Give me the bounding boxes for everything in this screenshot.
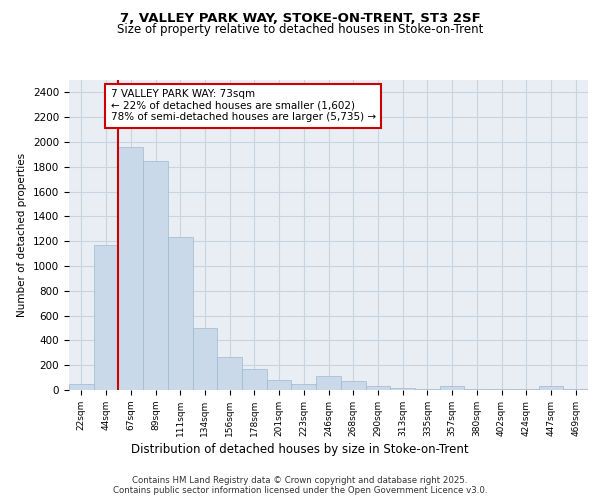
Bar — [539, 386, 563, 390]
Bar — [118, 147, 143, 390]
Bar — [440, 386, 464, 390]
Bar — [94, 245, 118, 390]
Bar — [316, 376, 341, 390]
Bar — [341, 382, 365, 390]
Bar — [69, 384, 94, 390]
Bar — [464, 389, 489, 390]
Bar — [390, 388, 415, 390]
Text: Distribution of detached houses by size in Stoke-on-Trent: Distribution of detached houses by size … — [131, 442, 469, 456]
Bar — [365, 386, 390, 390]
Bar — [168, 238, 193, 390]
Y-axis label: Number of detached properties: Number of detached properties — [17, 153, 28, 317]
Bar — [193, 328, 217, 390]
Text: 7, VALLEY PARK WAY, STOKE-ON-TRENT, ST3 2SF: 7, VALLEY PARK WAY, STOKE-ON-TRENT, ST3 … — [119, 12, 481, 26]
Bar — [242, 369, 267, 390]
Text: Size of property relative to detached houses in Stoke-on-Trent: Size of property relative to detached ho… — [117, 22, 483, 36]
Bar — [292, 384, 316, 390]
Bar — [267, 380, 292, 390]
Bar — [217, 356, 242, 390]
Text: Contains HM Land Registry data © Crown copyright and database right 2025.
Contai: Contains HM Land Registry data © Crown c… — [113, 476, 487, 495]
Bar — [415, 389, 440, 390]
Text: 7 VALLEY PARK WAY: 73sqm
← 22% of detached houses are smaller (1,602)
78% of sem: 7 VALLEY PARK WAY: 73sqm ← 22% of detach… — [110, 90, 376, 122]
Bar — [143, 160, 168, 390]
